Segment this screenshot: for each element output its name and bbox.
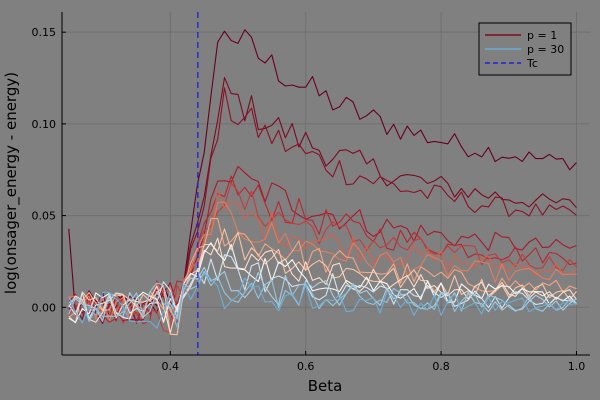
x-tick-label: 0.8 xyxy=(432,360,450,373)
legend-label: p = 1 xyxy=(527,29,557,42)
series-line-p19 xyxy=(68,237,577,334)
series-line-p25 xyxy=(68,266,577,322)
series-line-p30 xyxy=(68,273,577,329)
series-line-p21 xyxy=(68,242,577,323)
y-tick-label: 0.10 xyxy=(32,118,57,131)
x-tick-label: 1.0 xyxy=(568,360,586,373)
series-lines xyxy=(68,29,577,336)
series-line-p15 xyxy=(68,218,577,328)
series-line-p27 xyxy=(68,270,577,322)
x-tick-label: 0.4 xyxy=(162,360,180,373)
tick-labels: 0.4 0.6 0.8 1.0 0.00 0.05 0.10 0.15 xyxy=(32,26,586,373)
axes xyxy=(61,12,590,356)
y-tick-label: 0.05 xyxy=(32,210,57,223)
series-line-p2 xyxy=(68,77,577,324)
x-tick-label: 0.6 xyxy=(297,360,315,373)
legend-label: p = 30 xyxy=(527,43,564,56)
y-tick-label: 0.00 xyxy=(32,301,57,314)
y-axis-label: log(onsager_energy - energy) xyxy=(2,72,21,294)
legend-label: Tc xyxy=(526,57,538,70)
y-tick-label: 0.15 xyxy=(32,26,57,39)
x-axis-label: Beta xyxy=(308,377,343,395)
series-line-p9 xyxy=(68,182,577,333)
grid xyxy=(62,12,590,355)
